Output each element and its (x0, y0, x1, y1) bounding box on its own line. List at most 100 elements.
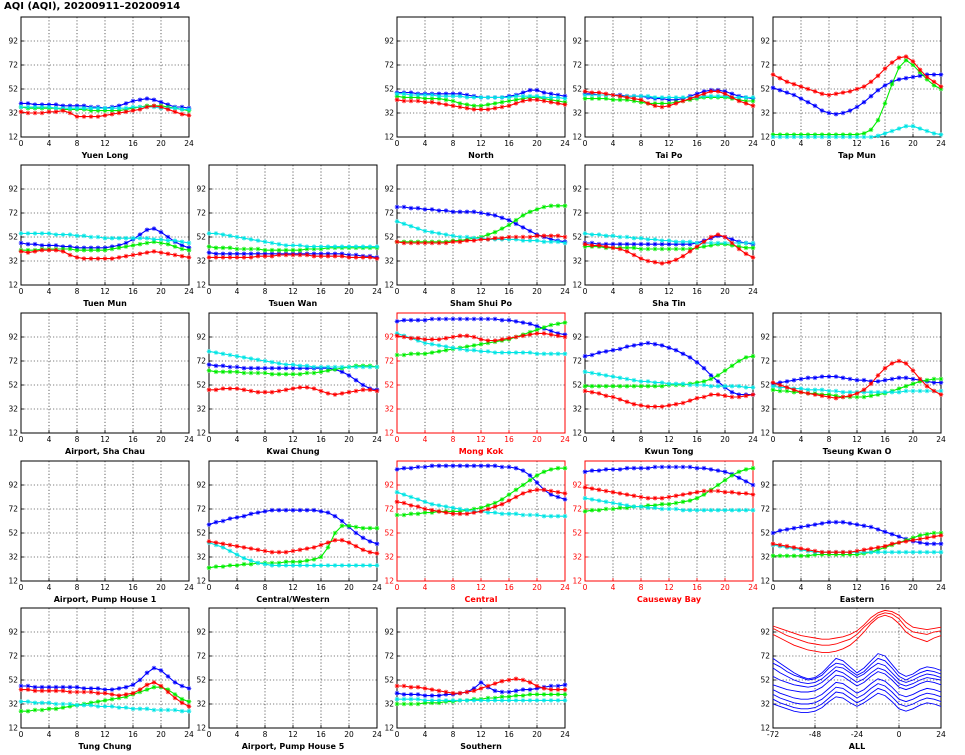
data-point (213, 231, 219, 236)
data-point (826, 519, 832, 525)
data-point (631, 377, 637, 383)
data-point (534, 351, 540, 357)
data-point (311, 545, 317, 550)
data-point (673, 97, 679, 103)
series-s4 (772, 612, 942, 646)
data-point (896, 126, 902, 131)
data-point (548, 488, 554, 494)
data-point (701, 239, 707, 245)
data-point (18, 683, 24, 689)
data-point (562, 240, 568, 246)
data-point (339, 523, 345, 529)
data-point (408, 692, 414, 697)
data-point (596, 498, 602, 503)
y-tick-label: 32 (572, 405, 582, 414)
data-point (227, 233, 233, 239)
x-tick-label: 24 (748, 583, 758, 592)
data-point (506, 98, 512, 104)
data-point (784, 134, 790, 140)
data-point (234, 255, 240, 260)
data-point (722, 469, 728, 475)
data-point (889, 531, 895, 537)
x-tick-label: 16 (316, 730, 326, 739)
data-point (32, 688, 38, 694)
series-s3 (18, 231, 192, 246)
data-point (220, 351, 226, 357)
data-point (408, 503, 414, 508)
data-point (708, 373, 714, 378)
data-point (32, 104, 38, 110)
y-tick-label: 12 (760, 577, 770, 586)
data-point (422, 92, 428, 98)
data-point (784, 385, 790, 390)
data-point (875, 373, 881, 378)
data-point (882, 377, 888, 383)
data-point (617, 234, 623, 240)
data-point (777, 385, 783, 390)
data-point (401, 492, 407, 497)
data-point (903, 54, 909, 59)
data-point (555, 683, 561, 689)
x-tick-label: 8 (639, 435, 644, 444)
data-point (339, 253, 345, 259)
data-point (374, 525, 380, 531)
data-point (743, 385, 749, 390)
data-point (297, 371, 303, 377)
data-point (868, 393, 874, 399)
data-point (715, 240, 721, 246)
panel-label: Sha Tin (652, 299, 686, 308)
x-tick-label: 16 (316, 435, 326, 444)
series-s4 (206, 385, 380, 397)
data-point (506, 694, 512, 700)
data-point (401, 512, 407, 518)
data-point (610, 383, 616, 389)
data-point (896, 534, 902, 539)
data-point (436, 208, 442, 213)
data-point (130, 252, 136, 258)
data-point (527, 234, 533, 240)
x-tick-label: 0 (19, 583, 24, 592)
data-point (589, 92, 595, 98)
data-point (457, 463, 463, 469)
x-tick-label: 20 (532, 730, 542, 739)
data-point (401, 204, 407, 210)
series-s1 (772, 687, 942, 710)
data-point (374, 244, 380, 249)
y-tick-label: 72 (572, 505, 582, 514)
data-point (401, 683, 407, 689)
data-point (701, 379, 707, 384)
x-tick-label: 20 (532, 139, 542, 148)
data-point (889, 81, 895, 87)
data-point (910, 368, 916, 373)
data-point (18, 699, 24, 704)
data-point (645, 93, 651, 99)
data-point (889, 389, 895, 395)
data-point (179, 696, 185, 702)
data-point (478, 698, 484, 703)
x-tick-label: 12 (852, 583, 862, 592)
data-point (102, 108, 108, 113)
series-s3 (394, 91, 568, 101)
data-point (896, 549, 902, 555)
data-point (478, 349, 484, 354)
data-point (847, 108, 853, 113)
data-point (311, 364, 317, 370)
data-point (659, 104, 665, 110)
series-s3 (394, 331, 568, 357)
data-point (722, 383, 728, 389)
data-point (102, 245, 108, 251)
data-point (659, 464, 665, 470)
y-tick-label: 92 (384, 628, 394, 637)
data-point (283, 371, 289, 377)
data-point (227, 563, 233, 568)
y-tick-label: 52 (760, 676, 770, 685)
data-point (694, 507, 700, 513)
data-point (826, 552, 832, 557)
data-point (109, 244, 115, 249)
data-point (81, 256, 87, 261)
x-tick-label: 8 (451, 287, 456, 296)
data-point (777, 134, 783, 140)
data-point (367, 549, 373, 555)
data-point (666, 501, 672, 507)
